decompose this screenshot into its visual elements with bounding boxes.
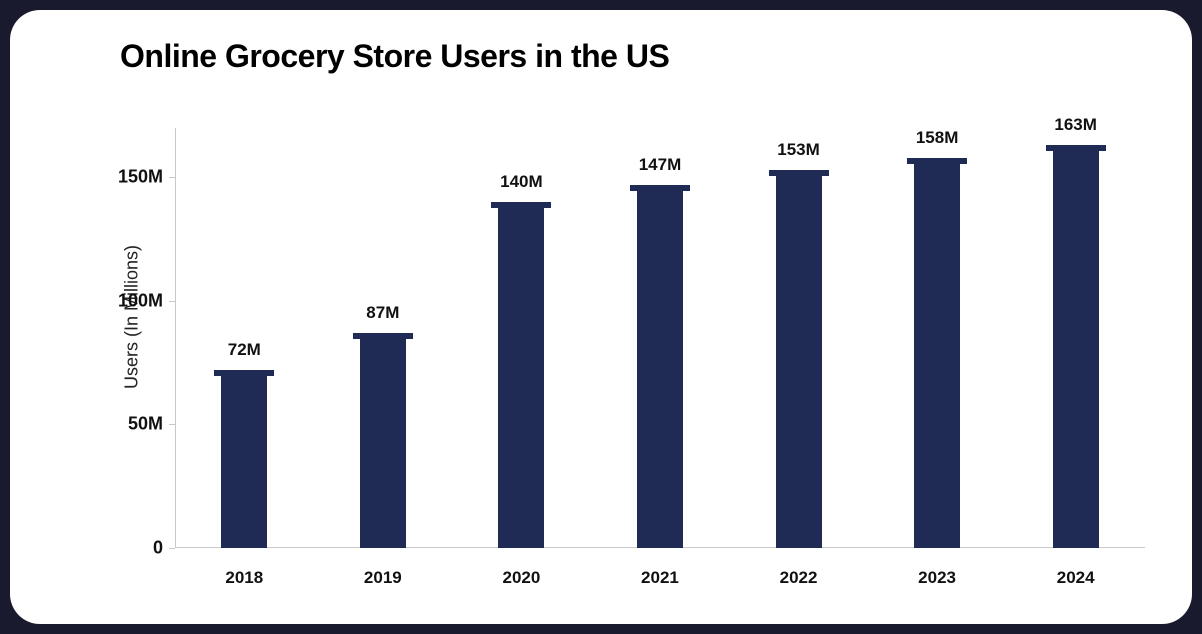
x-tick-label: 2023 (918, 548, 956, 588)
x-tick-label: 2024 (1057, 548, 1095, 588)
bar-body (637, 191, 683, 548)
bar-body (1053, 151, 1099, 548)
x-tick-label: 2021 (641, 548, 679, 588)
bar-value-label: 158M (916, 128, 959, 148)
bar-value-label: 163M (1054, 115, 1097, 135)
bar: 140M2020 (491, 172, 551, 548)
bar-value-label: 147M (639, 155, 682, 175)
y-tick-mark (169, 301, 175, 302)
y-axis-label: Users (In Millions) (122, 245, 143, 389)
chart-card: Online Grocery Store Users in the US Use… (10, 10, 1192, 624)
bar-body (498, 208, 544, 548)
bar-value-label: 153M (777, 140, 820, 160)
bar: 72M2018 (214, 340, 274, 548)
y-tick-mark (169, 548, 175, 549)
y-tick-label: 150M (118, 167, 175, 188)
x-tick-label: 2020 (502, 548, 540, 588)
bar: 147M2021 (630, 155, 690, 548)
bar-body (221, 376, 267, 548)
x-tick-label: 2022 (780, 548, 818, 588)
bar: 153M2022 (769, 140, 829, 548)
y-tick-mark (169, 424, 175, 425)
x-tick-label: 2019 (364, 548, 402, 588)
y-tick-label: 100M (118, 290, 175, 311)
bar-body (914, 164, 960, 548)
bar: 87M2019 (353, 303, 413, 548)
bar-value-label: 87M (366, 303, 399, 323)
bar: 163M2024 (1046, 115, 1106, 548)
x-tick-label: 2018 (225, 548, 263, 588)
bar: 158M2023 (907, 128, 967, 548)
y-tick-mark (169, 177, 175, 178)
y-tick-label: 50M (128, 414, 175, 435)
bar-value-label: 140M (500, 172, 543, 192)
bar-value-label: 72M (228, 340, 261, 360)
chart-title: Online Grocery Store Users in the US (120, 38, 669, 75)
bar-body (360, 339, 406, 548)
bar-chart: 72M201887M2019140M2020147M2021153M202215… (175, 128, 1145, 548)
bars-container: 72M201887M2019140M2020147M2021153M202215… (175, 128, 1145, 548)
bar-body (776, 176, 822, 548)
